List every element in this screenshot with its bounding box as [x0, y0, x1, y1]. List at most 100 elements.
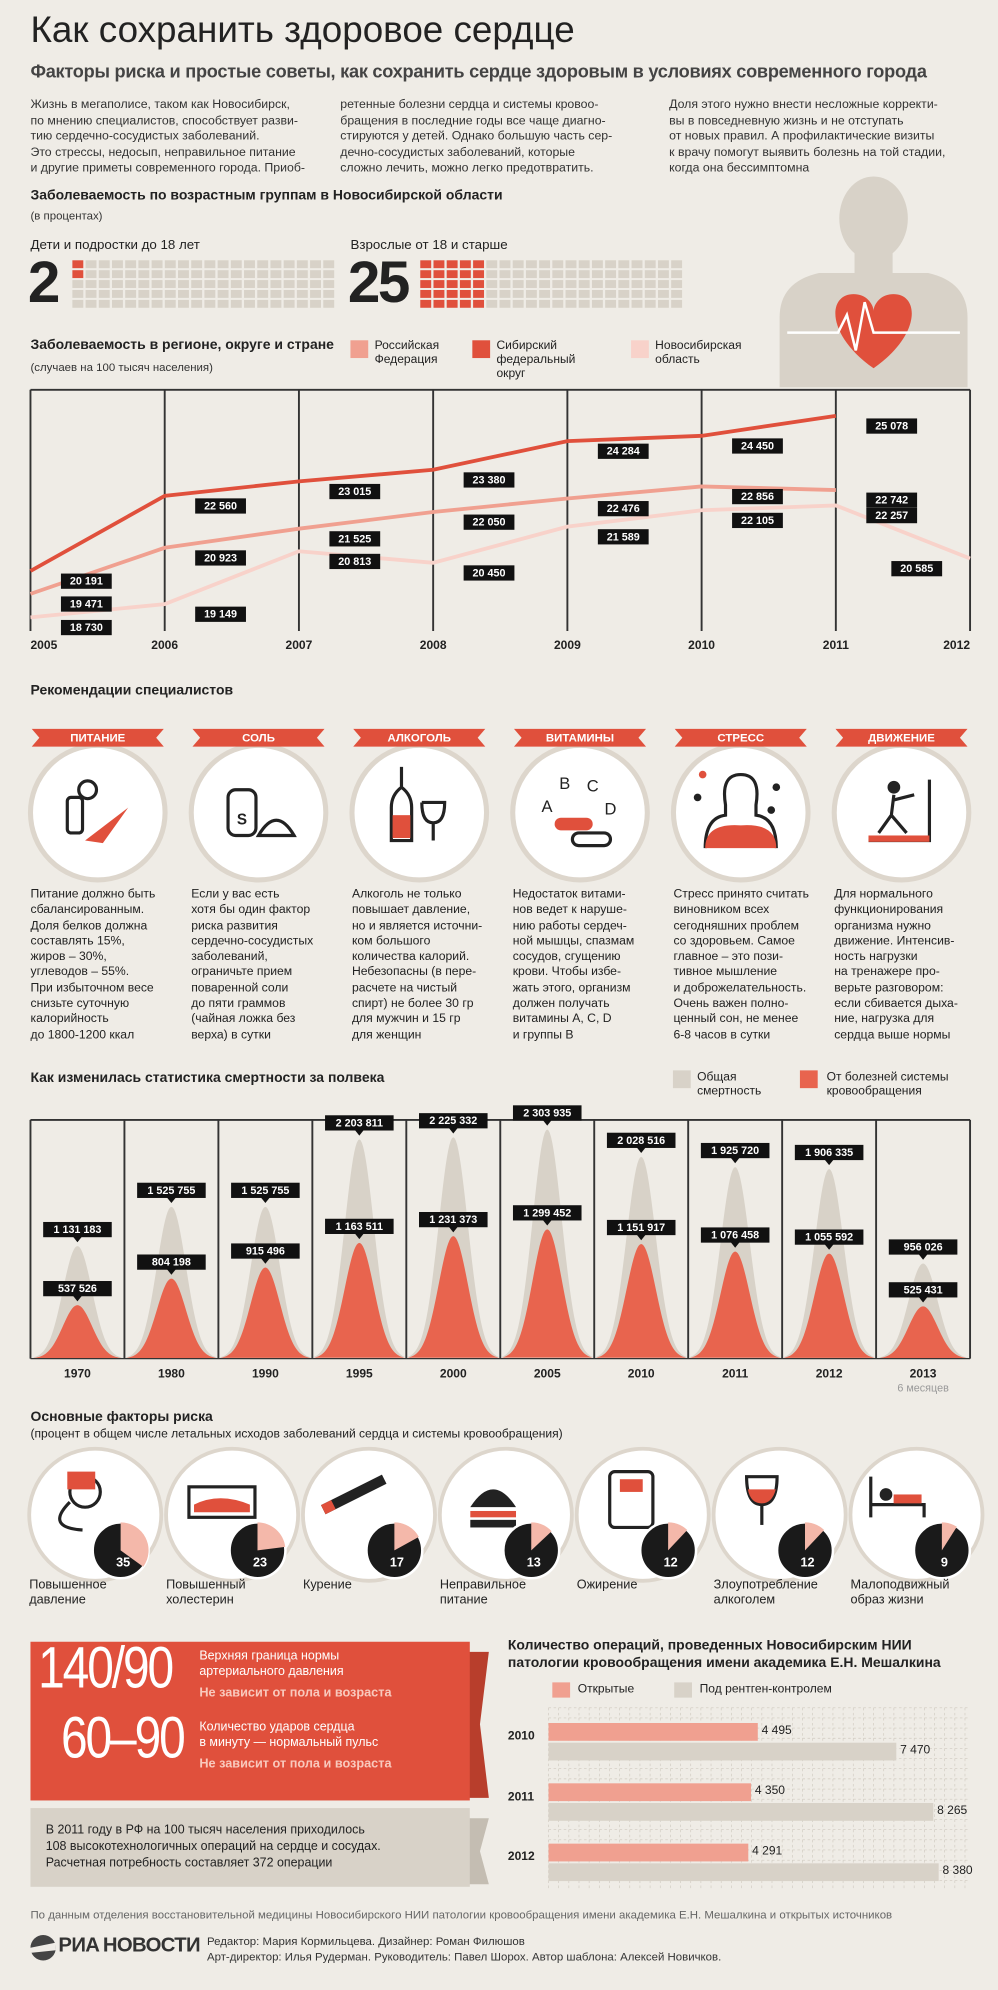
text-line: к врачу помогут выявить болезнь на той с… [669, 145, 946, 160]
waffle-cell [191, 260, 203, 269]
icon [85, 807, 129, 844]
text-line: 108 высокотехнологичных операций на серд… [45, 1839, 381, 1854]
value-label: 2 203 811 [336, 1117, 383, 1129]
waffle-cell [618, 270, 630, 279]
text-line: функционирования [834, 903, 944, 918]
rec-text: Питание должно быть сбалансированным. Доля… [30, 888, 155, 1044]
value-label: 1 525 755 [147, 1185, 195, 1197]
value-label: 20 450 [473, 567, 506, 579]
ribbon [353, 728, 486, 747]
icon [470, 1510, 517, 1518]
value-label: 21 525 [338, 533, 371, 545]
text-line: расчете на чистый [351, 981, 458, 996]
chart-subtitle: (процент в общем числе летальных исходов… [30, 1427, 563, 1442]
ecg-line [787, 301, 960, 351]
waffle-cell-filled [459, 260, 471, 269]
x-tick-label: 2000 [439, 1367, 467, 1382]
waffle-cell [230, 280, 242, 288]
waffle-cell [283, 299, 295, 308]
text-line: до 1800-1200 ккал [30, 1028, 135, 1043]
waffle-cell [283, 270, 295, 279]
text-line: калорийность [30, 1012, 109, 1027]
waffle-cell-filled [459, 280, 471, 288]
waffle-cell [178, 299, 189, 308]
waffle-cell [111, 299, 123, 308]
rec-text: Недостаток витами-нов ведет к наруше-нию… [513, 888, 635, 1044]
value-label-box [512, 1105, 582, 1121]
value-label: 1 231 373 [429, 1214, 477, 1226]
waffle-cell [486, 260, 498, 269]
x-tick-label: 1990 [251, 1367, 279, 1382]
icon [470, 1519, 517, 1528]
fact-text: В 2011 году в РФ на 100 тысяч населения … [46, 1822, 381, 1872]
waffle-cell [164, 290, 176, 298]
group-value: 25 [347, 248, 410, 315]
section-title: Рекомендации специалистов [30, 683, 234, 699]
norm-value: 140/90 [38, 1634, 174, 1701]
waffle-cell [486, 290, 498, 298]
waffle-cell-filled [433, 290, 445, 298]
bell [689, 1251, 781, 1358]
waffle-cell-filled [420, 260, 432, 269]
waffle-cell [644, 299, 656, 308]
waffle-cell [283, 260, 295, 269]
text-line: и другие приметы современного города. Пр… [30, 161, 305, 176]
legend-swatch [472, 340, 491, 359]
value-label-pointer [448, 1225, 459, 1233]
pie-slice [394, 1522, 419, 1551]
text-line: ретенные болезни сердца и системы кровоо… [340, 97, 599, 112]
value-label: 956 026 [904, 1241, 943, 1253]
waffle-cell [499, 270, 511, 279]
value-label: 19 471 [70, 599, 103, 611]
value-label: 915 496 [246, 1246, 285, 1258]
value-label: 21 589 [607, 531, 640, 543]
waffle-cell [270, 299, 282, 308]
text-line: витамины A, C, D [512, 1012, 612, 1027]
text-line: для женщин [351, 1028, 422, 1043]
icon [194, 1498, 250, 1513]
norm-text: Верхняя граница нормы артериального давле… [199, 1649, 343, 1679]
bell [877, 1306, 969, 1359]
group-value: 2 [27, 248, 60, 315]
text-line: движение. Интенсив- [834, 934, 955, 949]
value-label: 4 350 [755, 1783, 785, 1797]
value-label-box [700, 1142, 770, 1159]
bar [548, 1863, 939, 1882]
text-line: Недостаток витами- [512, 887, 626, 902]
waffle-cell [98, 280, 110, 288]
icon [879, 1488, 893, 1501]
value-label-pointer [72, 1294, 83, 1302]
logo-text: НОВОСТИ [102, 1935, 201, 1957]
waffle-cell [138, 270, 150, 279]
waffle-cell [525, 270, 537, 279]
waffle-cell [244, 280, 255, 288]
text-line: со здоровьем. Самое [673, 934, 795, 949]
waffle-cell [578, 270, 590, 279]
waffle-cell [178, 260, 189, 269]
bell [783, 1253, 875, 1358]
waffle-cell-filled [446, 299, 458, 308]
waffle-cell [125, 280, 137, 288]
waffle-cell [85, 280, 97, 288]
icon [554, 817, 593, 831]
value-label: 22 050 [473, 517, 506, 529]
waffle-cell [125, 290, 137, 298]
bell [501, 1229, 593, 1358]
value-label: 9 [941, 1555, 948, 1569]
text-line: но и является источни- [351, 918, 483, 933]
text-line: Для нормального [834, 887, 933, 902]
waffle-cell [257, 290, 269, 298]
value-label-pointer [918, 1253, 929, 1260]
icon-text: B [559, 775, 570, 793]
waffle-cell [631, 299, 643, 308]
waffle-cell [512, 270, 524, 279]
text-line: верха) в сутки [191, 1028, 271, 1043]
icon [893, 1494, 922, 1504]
value-label: 8 265 [937, 1803, 967, 1817]
waffle-cell [151, 270, 163, 279]
rec-circle [27, 742, 168, 883]
legend-swatch [799, 1070, 818, 1089]
legend-label: От болезней системы кровообращения [826, 1070, 949, 1099]
waffle-cell [539, 270, 551, 279]
rec-circle [349, 742, 490, 883]
